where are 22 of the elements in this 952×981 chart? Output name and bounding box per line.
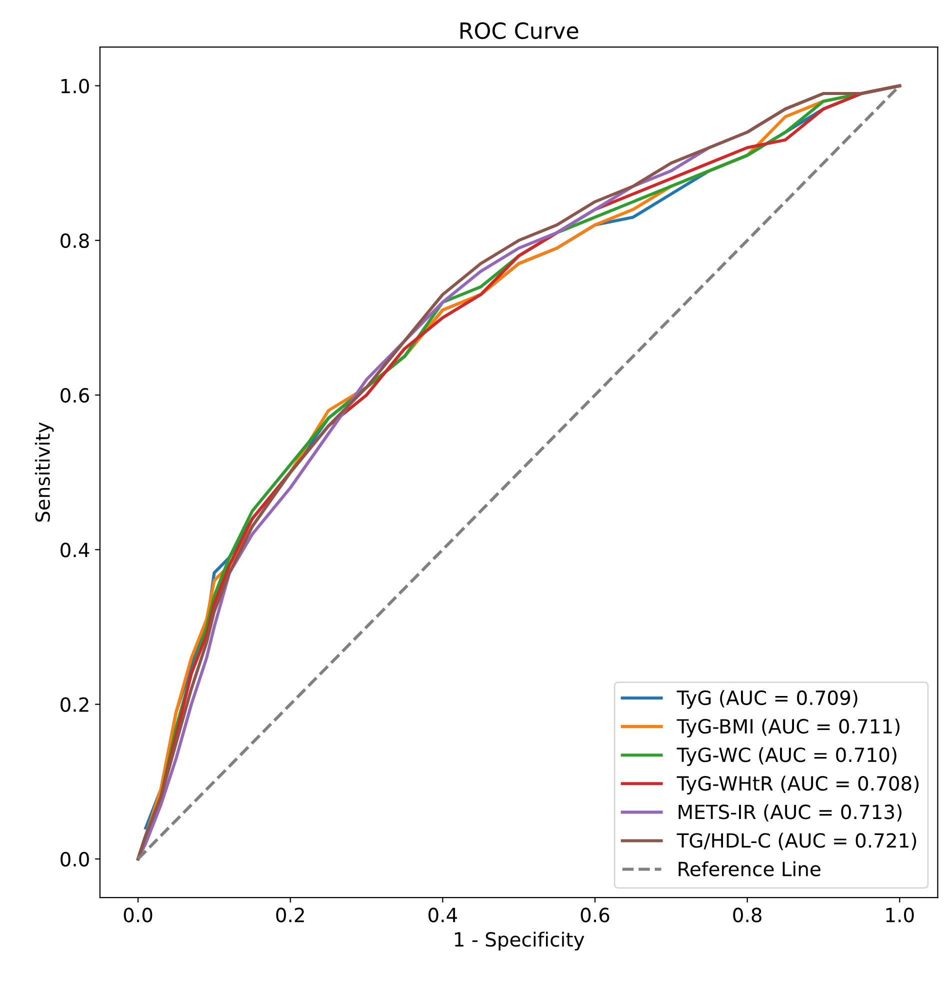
y-tick-label: 0.6 [60, 388, 90, 403]
legend-label: METS-IR (AUC = 0.713) [678, 804, 902, 822]
y-tick-label: 1.0 [61, 78, 89, 94]
legend-label: TyG-WC (AUC = 0.710) [676, 747, 896, 766]
x-tick-label: 0.4 [428, 908, 458, 922]
legend-label: TyG-BMI (AUC = 0.711) [676, 718, 900, 738]
legend-label: Reference Line [678, 861, 820, 876]
x-tick-label: 0.8 [733, 908, 762, 922]
y-tick-label: 0.4 [60, 542, 90, 558]
legend-label: TG/HDL-C (AUC = 0.721) [676, 832, 916, 850]
x-axis-title: 1 - Specificity [454, 932, 584, 951]
x-tick-label: 1.0 [886, 908, 914, 922]
legend-label: TyG-WHtR (AUC = 0.708) [676, 776, 919, 794]
x-tick-label: 0.6 [580, 908, 610, 922]
chart-title: ROC Curve [460, 22, 578, 40]
x-tick-label: 0.0 [124, 908, 152, 922]
y-tick-label: 0.0 [60, 852, 89, 867]
y-tick-label: 0.2 [60, 697, 88, 712]
y-tick-label: 0.8 [60, 233, 89, 248]
y-axis-title: Sensitivity [34, 422, 54, 522]
x-tick-label: 0.2 [276, 908, 304, 922]
legend-label: TyG (AUC = 0.709) [676, 690, 858, 709]
